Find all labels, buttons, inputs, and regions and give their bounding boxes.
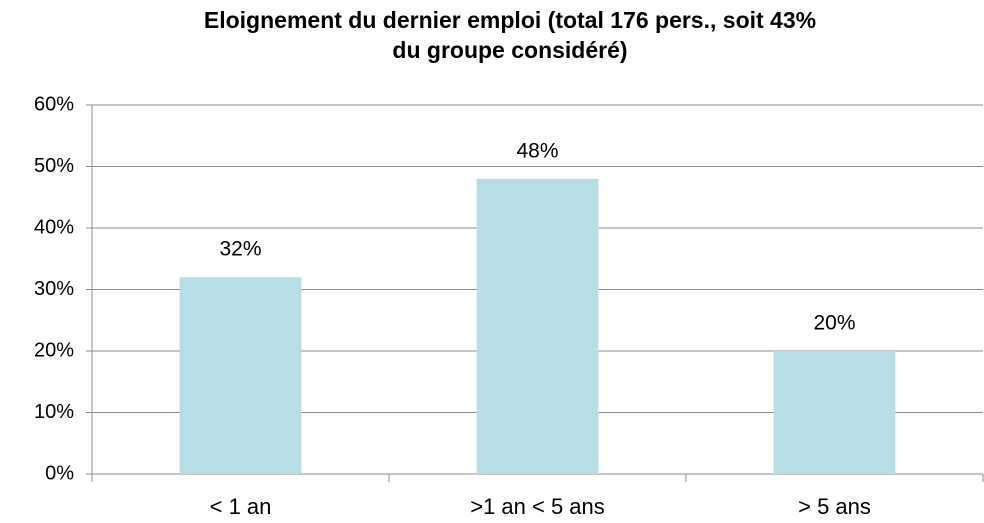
bar [179,277,302,474]
chart-title: du groupe considéré) [392,37,627,63]
x-tick-label: >1 an < 5 ans [470,494,605,519]
y-tick-label: 20% [34,339,74,361]
bar [773,351,896,474]
y-tick-label: 30% [34,278,74,300]
y-tick-label: 0% [45,462,74,484]
y-tick-label: 50% [34,155,74,177]
x-tick-label: > 5 ans [798,494,871,519]
y-tick-label: 10% [34,401,74,423]
y-tick-label: 40% [34,216,74,238]
chart-title: Eloignement du dernier emploi (total 176… [204,7,816,33]
bar [476,178,599,475]
data-label: 48% [516,139,558,162]
y-tick-label: 60% [34,93,74,115]
data-label: 20% [813,312,855,335]
x-tick-label: < 1 an [210,494,272,519]
data-label: 32% [219,238,261,261]
